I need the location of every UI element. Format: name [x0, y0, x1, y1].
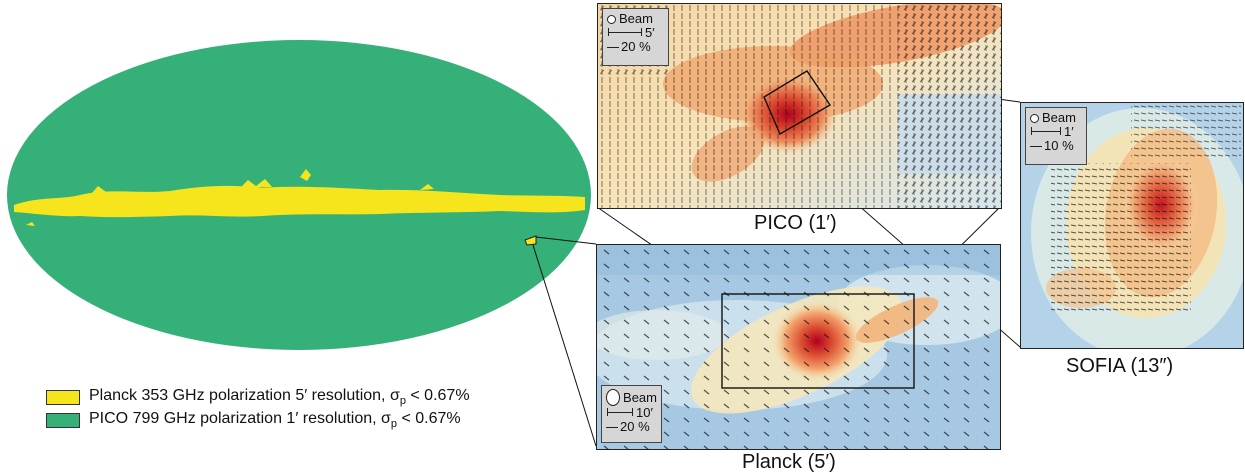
pico-beam-legend: Beam 5′ 20 % — [602, 8, 669, 66]
sofia-beam-label: Beam — [1042, 110, 1076, 125]
legend-label-pico: PICO 799 GHz polarization 1′ resolution,… — [89, 410, 461, 431]
selected-region-marker — [524, 235, 537, 246]
sofia-panel: Beam 1′ 10 % — [1020, 102, 1244, 349]
legend-label-planck: Planck 353 GHz polarization 5′ resolutio… — [89, 387, 470, 408]
pico-caption: PICO (1′) — [754, 212, 837, 234]
legend-item-pico: PICO 799 GHz polarization 1′ resolution,… — [46, 410, 461, 430]
beam-circle-icon — [1030, 113, 1039, 123]
pico-beam-label: Beam — [619, 11, 653, 26]
pico-scale-label: 5′ — [645, 25, 655, 40]
planck-pol-label: 20 % — [620, 419, 650, 434]
legend-swatch-pico — [46, 412, 80, 428]
pico-panel: Beam 5′ 20 % — [597, 3, 1002, 209]
legend-swatch-planck — [46, 389, 80, 405]
planck-beam-legend: Beam 10′ 20 % — [601, 385, 662, 443]
beam-circle-icon — [607, 14, 616, 24]
legend-item-planck: Planck 353 GHz polarization 5′ resolutio… — [46, 387, 470, 407]
planck-caption: Planck (5′) — [742, 451, 836, 473]
sofia-beam-legend: Beam 1′ 10 % — [1025, 107, 1087, 165]
planck-scale-label: 10′ — [636, 405, 653, 420]
sofia-caption: SOFIA (13″) — [1066, 355, 1174, 377]
pico-pol-label: 20 % — [621, 39, 651, 54]
beam-circle-icon — [606, 389, 621, 406]
sofia-pol-label: 10 % — [1044, 138, 1074, 153]
galactic-plane-band — [14, 185, 585, 218]
sofia-scale-label: 1′ — [1064, 124, 1074, 139]
planck-beam-label: Beam — [623, 389, 657, 405]
planck-panel: Beam 10′ 20 % — [596, 244, 1001, 450]
